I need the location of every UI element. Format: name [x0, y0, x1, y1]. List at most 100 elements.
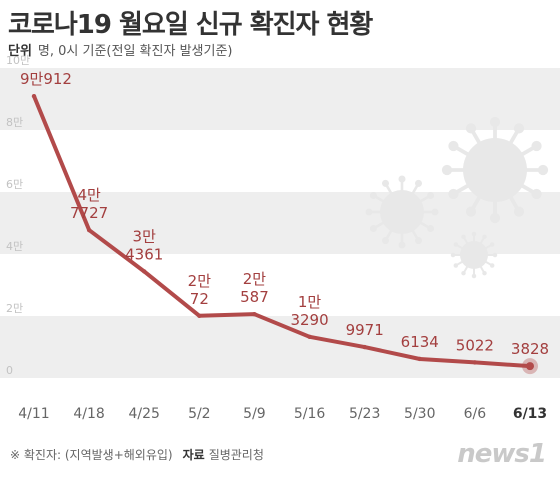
x-tick-label: 4/18 — [73, 406, 104, 422]
grid-bands — [0, 68, 560, 378]
last-point — [526, 362, 534, 371]
data-label: 6134 — [401, 333, 439, 351]
x-tick-label: 5/2 — [188, 406, 211, 422]
virus-icon — [441, 116, 549, 224]
virus-spike-tip — [489, 212, 501, 224]
data-point — [362, 344, 367, 350]
data-label: 9971 — [346, 321, 384, 339]
data-point — [86, 227, 92, 233]
virus-spike-tip — [482, 234, 487, 240]
virus-icon — [450, 231, 498, 279]
data-label: 9만912 — [20, 70, 72, 88]
y-tick-label: 0 — [6, 364, 13, 377]
virus-spike-tip — [489, 116, 501, 128]
x-axis-ticks: 4/11 4/18 4/25 5/2 5/9 5/16 5/23 5/30 6/6 6/13 — [18, 406, 547, 422]
data-label: 2만 — [188, 272, 212, 290]
series-line — [32, 94, 532, 369]
data-point — [472, 360, 478, 365]
data-point — [197, 313, 202, 318]
unit-note: 단위 명, 0시 기준(전일 확진자 발생기준) — [8, 40, 232, 59]
virus-spike-tip — [492, 252, 498, 258]
footnote-note: ※ 확진자: (지역발생+해외유입) — [10, 448, 173, 462]
virus-spike-tip — [381, 179, 390, 187]
data-label: 2만 — [243, 270, 267, 288]
page-title: 코로나19 월요일 신규 확진자 현황 — [8, 10, 373, 40]
virus-spike-tip — [414, 237, 423, 245]
data-point — [307, 334, 312, 340]
virus-spike-tip — [448, 188, 459, 200]
y-tick-label: 4만 — [6, 240, 23, 253]
virus-spike-tip — [441, 164, 453, 176]
x-tick-label: 4/11 — [18, 406, 49, 422]
virus-spike-tip — [369, 191, 377, 200]
virus-spike-tip — [381, 237, 390, 245]
y-tick-label: 2만 — [6, 302, 23, 315]
y-tick-label: 10만 — [6, 54, 30, 67]
x-tick-label: 4/25 — [128, 406, 159, 422]
data-points — [31, 93, 538, 375]
x-tick-label: 6/13 — [513, 406, 547, 422]
data-label: 4361 — [125, 245, 163, 263]
data-point — [31, 93, 37, 99]
unit-label: 단위 — [8, 44, 32, 59]
virus-spike-tip — [513, 123, 525, 134]
x-tick-label: 5/30 — [404, 406, 435, 422]
virus-body — [460, 241, 488, 269]
virus-body — [463, 138, 527, 202]
data-label: 587 — [240, 288, 269, 306]
virus-spike-tip — [398, 175, 406, 183]
x-tick-label: 5/9 — [243, 406, 266, 422]
series-line — [32, 94, 532, 369]
virus-spike-tip — [482, 270, 487, 276]
virus-spike-tip — [427, 191, 435, 200]
y-tick-label: 8만 — [6, 116, 23, 129]
x-tick-label: 5/16 — [294, 406, 326, 422]
virus-spike-tip — [537, 164, 549, 176]
source-label: 자료 — [182, 448, 205, 462]
virus-spike-tip — [531, 140, 542, 152]
virus-spike-tip — [471, 231, 477, 237]
y-tick-label: 6만 — [6, 178, 23, 191]
x-tick-label: 6/6 — [464, 406, 487, 422]
data-point — [252, 311, 257, 317]
virus-icon — [365, 175, 439, 249]
virus-spike-tip — [369, 224, 377, 233]
virus-spike-tip — [513, 206, 525, 217]
virus-spike-tip — [365, 208, 373, 216]
virus-spike-tip — [448, 140, 459, 152]
x-tick-label: 5/23 — [349, 406, 380, 422]
grid-band — [0, 68, 560, 130]
virus-spike-tip — [427, 224, 435, 233]
data-label: 1만 — [298, 293, 322, 311]
unit-text: 명, 0시 기준(전일 확진자 발생기준) — [37, 44, 233, 59]
virus-spike-tip — [465, 206, 477, 217]
virus-spike-tip — [461, 234, 466, 240]
virus-spike-tip — [450, 252, 456, 258]
data-label: 72 — [190, 290, 209, 308]
data-label: 7727 — [70, 204, 108, 222]
virus-spike-tip — [398, 241, 406, 249]
data-point — [142, 269, 147, 274]
virus-spike-tip — [461, 270, 466, 276]
virus-illustration — [365, 116, 549, 279]
virus-spike-tip — [414, 179, 423, 187]
virus-spike-tip — [431, 208, 439, 216]
virus-spike-tip — [489, 242, 495, 247]
virus-spike-tip — [453, 263, 459, 268]
source-name: 질병관리청 — [208, 448, 264, 462]
data-label: 3828 — [511, 340, 549, 358]
virus-spike-tip — [531, 188, 542, 200]
data-label: 4만 — [77, 186, 101, 204]
virus-spike-tip — [489, 263, 495, 268]
virus-spike-tip — [471, 273, 477, 279]
data-label: 3290 — [290, 311, 328, 329]
data-label: 5022 — [456, 336, 494, 354]
data-label: 3만 — [133, 227, 157, 245]
virus-body — [380, 190, 424, 234]
footnote: ※ 확진자: (지역발생+해외유입) 자료 질병관리청 — [10, 446, 264, 463]
news1-logo: news1 — [457, 439, 547, 469]
data-point — [417, 356, 422, 362]
virus-spike-tip — [453, 242, 459, 247]
